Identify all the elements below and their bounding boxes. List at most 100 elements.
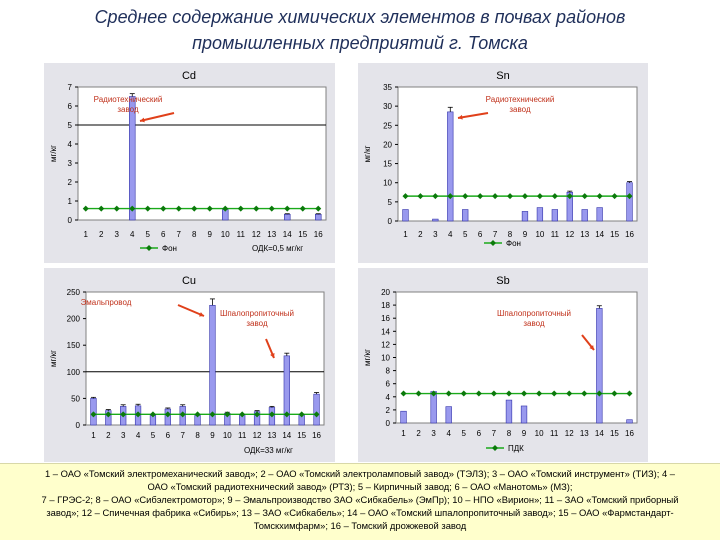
callout-text-sb: завод	[523, 319, 545, 328]
fon-marker-cd	[82, 205, 89, 212]
x-tick-label-sn: 10	[535, 230, 544, 239]
x-tick-label-sb: 8	[507, 429, 512, 438]
x-tick-label-sb: 4	[446, 429, 451, 438]
y-tick-label-sn: 10	[383, 179, 392, 188]
fon-marker-cd	[129, 205, 136, 212]
x-tick-label-sb: 13	[580, 429, 589, 438]
x-tick-label-cu: 3	[121, 431, 126, 440]
x-tick-label-cd: 9	[208, 230, 213, 239]
x-tick-label-sb: 2	[416, 429, 421, 438]
x-tick-label-sn: 1	[403, 230, 408, 239]
fon-marker-cu	[179, 411, 186, 418]
y-tick-label-sb: 2	[386, 406, 391, 415]
x-tick-label-cu: 6	[166, 431, 171, 440]
y-tick-label-cu: 250	[67, 288, 81, 297]
x-tick-label-sn: 6	[478, 230, 483, 239]
callout-arrowhead-cu	[199, 312, 204, 317]
callout-text-sn: завод	[509, 105, 531, 114]
x-tick-label-sb: 15	[610, 429, 619, 438]
y-tick-label-sn: 5	[388, 198, 393, 207]
fon-marker-sb	[490, 390, 497, 397]
y-tick-label-sb: 18	[381, 301, 390, 310]
x-tick-label-cu: 15	[297, 431, 306, 440]
fon-marker-sb	[505, 390, 512, 397]
x-tick-label-sb: 5	[462, 429, 467, 438]
y-tick-label-cu: 100	[67, 368, 81, 377]
y-tick-label-cd: 3	[68, 159, 73, 168]
bar-cd	[315, 214, 322, 221]
fon-marker-sn	[581, 193, 588, 200]
fon-marker-cu	[268, 411, 275, 418]
x-tick-label-sb: 9	[522, 429, 527, 438]
bar-sn	[626, 182, 633, 222]
x-tick-label-cd: 4	[130, 230, 135, 239]
legend-fon-label-cd: Фон	[162, 244, 177, 253]
x-tick-label-cu: 14	[282, 431, 291, 440]
x-tick-label-sn: 4	[448, 230, 453, 239]
fon-marker-sb	[611, 390, 618, 397]
fon-marker-sb	[596, 390, 603, 397]
x-tick-label-cu: 10	[223, 431, 232, 440]
fon-marker-cd	[160, 205, 167, 212]
fon-marker-sn	[432, 193, 439, 200]
x-tick-label-cd: 6	[161, 230, 166, 239]
x-tick-label-cu: 4	[136, 431, 141, 440]
x-tick-label-sb: 16	[625, 429, 634, 438]
fon-marker-cu	[239, 411, 246, 418]
fon-marker-sb	[581, 390, 588, 397]
x-tick-label-sn: 13	[580, 230, 589, 239]
y-tick-label-sn: 25	[383, 121, 392, 130]
fon-marker-cd	[253, 205, 260, 212]
legend-fon-label-sn: Фон	[506, 239, 521, 248]
fon-marker-cd	[206, 205, 213, 212]
x-tick-label-sn: 12	[565, 230, 574, 239]
bar-sb	[445, 406, 452, 424]
fon-marker-cd	[191, 205, 198, 212]
fon-marker-cu	[105, 411, 112, 418]
callout-arrowhead-cu	[270, 353, 275, 358]
bar-sb	[626, 419, 633, 424]
y-axis-label-cu: мг/кг	[49, 350, 58, 367]
x-tick-label-cu: 9	[210, 431, 215, 440]
footnote-line-4: завод»; 12 – Спичечная фабрика «Сибирь»;…	[46, 507, 674, 518]
y-tick-label-sb: 12	[381, 340, 390, 349]
y-tick-label-cd: 1	[68, 197, 73, 206]
legend-fon-marker-sb	[492, 445, 498, 451]
fon-marker-cu	[224, 411, 231, 418]
bar-sn	[402, 209, 409, 222]
x-tick-label-sn: 3	[433, 230, 438, 239]
y-tick-label-cu: 150	[67, 341, 81, 350]
x-tick-label-sb: 12	[565, 429, 574, 438]
x-tick-label-cu: 11	[238, 431, 247, 440]
callout-text-cd: Радиотехнический	[94, 95, 163, 104]
bar-sn	[536, 207, 544, 222]
chart-title-sn: Sn	[496, 70, 509, 82]
callout-arrowhead-sb	[589, 345, 594, 350]
y-tick-label-sn: 35	[383, 83, 392, 92]
chart-title-cd: Cd	[182, 70, 196, 82]
fon-marker-cu	[209, 411, 216, 418]
fon-marker-cd	[98, 205, 105, 212]
fon-marker-sb	[551, 390, 558, 397]
y-tick-label-sb: 20	[381, 288, 390, 297]
fon-marker-cd	[113, 205, 120, 212]
callout-text-sn: Радиотехнический	[486, 95, 555, 104]
callout-text-cu: завод	[246, 319, 268, 328]
x-tick-label-sn: 16	[625, 230, 634, 239]
fon-marker-cu	[164, 411, 171, 418]
callout-arrowhead-cd	[140, 117, 145, 123]
footnote-line-5: Томскхимфарм»; 16 – Томский дрожжевой за…	[253, 520, 467, 531]
x-tick-label-cd: 5	[146, 230, 151, 239]
fon-marker-cu	[254, 411, 261, 418]
fon-marker-cu	[298, 411, 305, 418]
fon-marker-sb	[475, 390, 482, 397]
fon-marker-cu	[135, 411, 142, 418]
fon-marker-cu	[313, 411, 320, 418]
x-tick-label-cu: 8	[195, 431, 200, 440]
legend-limit-label-cd: ОДК=0,5 мг/кг	[252, 244, 303, 253]
y-tick-label-cu: 50	[71, 394, 80, 403]
fon-marker-cu	[149, 411, 156, 418]
x-tick-label-cd: 10	[221, 230, 230, 239]
